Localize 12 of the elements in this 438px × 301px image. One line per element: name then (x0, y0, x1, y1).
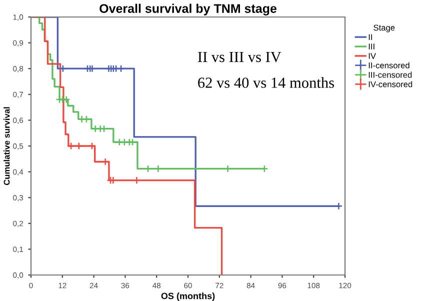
legend-label: III (368, 44, 374, 50)
y-axis-title: Cumulative survival (4, 107, 10, 186)
legend-label: III-censored (368, 72, 412, 78)
legend-title: Stage (374, 24, 395, 32)
legend-label: II (368, 34, 372, 40)
legend-label: IV-censored (368, 81, 412, 88)
annotation: II vs III vs IV (198, 52, 282, 62)
chart-title: Overall survival by TNM stage (100, 4, 277, 16)
annotation: 62 vs 40 vs 14 months (198, 77, 334, 88)
legend-label: II-censored (368, 62, 410, 68)
legend-label: IV (368, 53, 376, 59)
x-axis-title: OS (months) (161, 292, 215, 301)
